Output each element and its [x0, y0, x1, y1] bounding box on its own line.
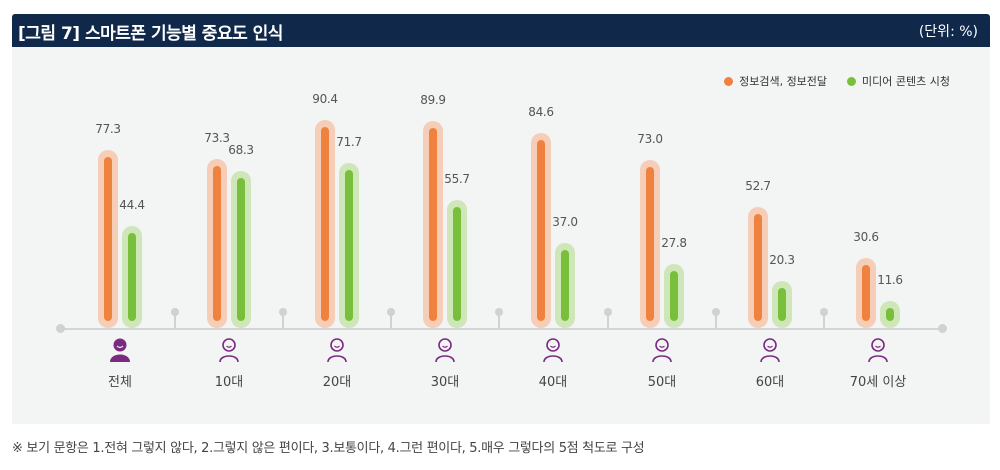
axis-separator-tick — [170, 308, 179, 328]
category-1: 10대 — [179, 337, 279, 390]
category-label: 70세 이상 — [849, 375, 907, 390]
category-2: 20대 — [287, 337, 387, 390]
bar-core — [104, 157, 112, 321]
bar-media — [880, 301, 900, 328]
young-adult-icon — [287, 337, 387, 363]
data-label: 37.0 — [552, 214, 578, 229]
category-label: 50대 — [647, 375, 677, 390]
legend: 정보검색, 정보전달 미디어 콘텐츠 시청 — [724, 73, 950, 89]
category-label: 10대 — [214, 375, 244, 390]
teen-icon — [179, 337, 279, 363]
bar-info-search — [748, 206, 768, 328]
category-4: 40대 — [503, 337, 603, 390]
data-label: 71.7 — [336, 135, 362, 150]
adult-tie-icon — [395, 337, 495, 363]
category-label: 20대 — [322, 375, 352, 390]
bar-core — [537, 140, 545, 321]
category-label: 30대 — [430, 375, 460, 390]
category-label: 60대 — [755, 375, 785, 390]
axis-start-cap — [56, 324, 65, 333]
bar-core — [646, 167, 654, 321]
chart-title: [그림 7] 스마트폰 기능별 중요도 인식 — [18, 24, 283, 44]
bar-core — [886, 308, 894, 321]
axis-separator-tick — [495, 308, 503, 328]
category-5: 50대 — [612, 337, 712, 390]
axis-separator-tick — [279, 308, 287, 328]
adult-hair-tie-icon — [503, 337, 603, 363]
bar-info-search — [315, 120, 335, 328]
bar-core — [754, 213, 762, 321]
data-label: 20.3 — [769, 253, 795, 268]
bar-core — [561, 249, 569, 321]
data-label: 55.7 — [444, 171, 470, 186]
unit-label: (단위: %) — [918, 24, 978, 40]
data-label: 89.9 — [420, 93, 446, 108]
axis-separator-tick — [712, 308, 720, 328]
senior-icon — [720, 337, 820, 363]
category-3: 30대 — [395, 337, 495, 390]
bar-core — [237, 177, 245, 321]
bar-media — [555, 242, 575, 328]
category-label: 40대 — [538, 375, 568, 390]
axis-separator-tick — [387, 308, 395, 328]
data-label: 77.3 — [95, 122, 121, 137]
bar-info-search — [531, 133, 551, 328]
x-axis-line — [60, 328, 943, 330]
bar-core — [670, 271, 678, 321]
axis-separator-tick — [603, 308, 612, 328]
legend-item-info-search: 정보검색, 정보전달 — [724, 73, 827, 89]
middle-aged-icon — [612, 337, 712, 363]
bar-core — [128, 232, 136, 321]
data-label: 68.3 — [228, 142, 254, 157]
bar-info-search — [207, 159, 227, 328]
data-label: 90.4 — [312, 92, 338, 107]
bar-core — [862, 264, 870, 321]
bar-media — [231, 170, 251, 328]
data-label: 73.0 — [637, 132, 663, 147]
bar-core — [213, 166, 221, 321]
bar-core — [429, 128, 437, 321]
bar-media — [339, 163, 359, 328]
data-label: 84.6 — [528, 105, 554, 120]
data-label: 30.6 — [853, 229, 879, 244]
bar-core — [345, 170, 353, 321]
axis-end-cap — [938, 324, 947, 333]
bar-media — [447, 199, 467, 328]
category-0: 전체 — [70, 337, 170, 390]
bar-core — [321, 127, 329, 321]
bar-info-search — [98, 150, 118, 328]
bar-info-search — [856, 257, 876, 328]
green-dot-icon — [847, 76, 857, 86]
orange-dot-icon — [724, 76, 734, 86]
legend-label: 정보검색, 정보전달 — [739, 75, 828, 88]
bar-core — [778, 288, 786, 321]
chart-panel: 정보검색, 정보전달 미디어 콘텐츠 시청 77.3 44.4 73.3 68.3 90… — [12, 47, 990, 424]
data-label: 11.6 — [877, 273, 903, 288]
footnote: ※ 보기 문항은 1.전혀 그렇지 않다, 2.그렇지 않은 편이다, 3.보통… — [12, 441, 645, 456]
data-label: 73.3 — [204, 131, 230, 146]
chart-header: [그림 7] 스마트폰 기능별 중요도 인식 (단위: %) — [12, 14, 990, 47]
legend-label: 미디어 콘텐츠 시청 — [862, 75, 950, 88]
bar-media — [122, 225, 142, 328]
data-label: 27.8 — [661, 236, 687, 251]
data-label: 52.7 — [745, 178, 771, 193]
bar-info-search — [423, 121, 443, 328]
bar-media — [772, 281, 792, 328]
bar-core — [453, 206, 461, 321]
category-label: 전체 — [108, 375, 132, 390]
category-6: 60대 — [720, 337, 820, 390]
bar-info-search — [640, 160, 660, 328]
category-7: 70세 이상 — [828, 337, 928, 390]
elderly-cane-icon — [828, 337, 928, 363]
person-filled-icon — [70, 337, 170, 363]
bar-media — [664, 264, 684, 328]
axis-separator-tick — [820, 308, 828, 328]
data-label: 44.4 — [119, 197, 145, 212]
legend-item-media: 미디어 콘텐츠 시청 — [847, 73, 950, 89]
